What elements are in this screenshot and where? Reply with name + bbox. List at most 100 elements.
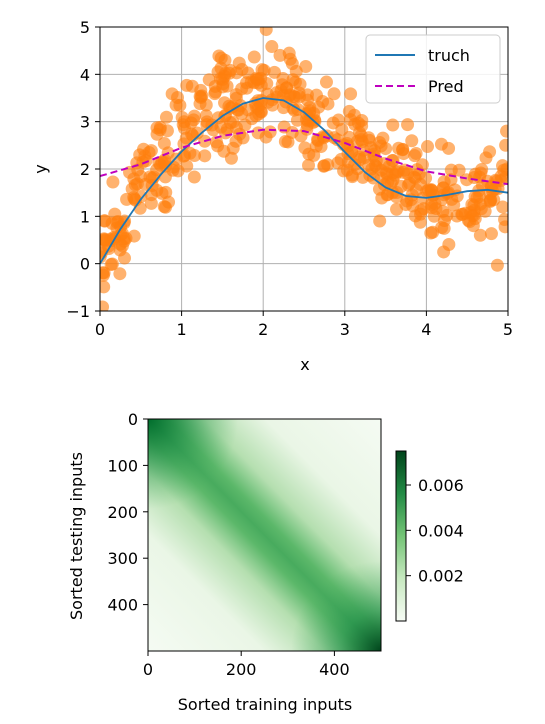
scatter-point [118,251,132,265]
scatter-point [342,104,356,118]
scatter-point [327,87,341,101]
heatmap-x-tick-label: 400 [319,660,350,679]
scatter-point [373,214,387,228]
heatmap-y-tick-label: 300 [107,549,138,568]
scatter-point [437,214,451,228]
heatmap-y-tick-label: 200 [107,503,138,522]
y-tick-label: 2 [80,160,90,179]
heatmap-x-axis-label: Sorted training inputs [178,695,352,714]
scatter-point [498,212,508,226]
scatter-point [267,65,281,79]
heatmap-y-tick-label: 400 [107,596,138,615]
scatter-point [287,90,301,104]
scatter-point [130,177,144,191]
scatter-point [104,258,118,272]
scatter-point [100,300,110,311]
scatter-point [212,49,226,63]
scatter-point [252,107,266,121]
x-tick-label: 5 [503,320,513,339]
scatter-point [287,103,301,117]
scatter-point [479,151,493,165]
x-tick-label: 1 [177,320,187,339]
scatter-point [300,88,314,102]
scatter-point [187,109,201,123]
scatter-point [419,171,433,185]
scatter-point [185,127,199,141]
heatmap-image [148,419,381,651]
scatter-point [155,155,169,169]
scatter-point [405,134,419,148]
legend-label-pred: Pred [428,77,464,96]
scatter-point [348,117,362,131]
scatter-point [302,158,316,172]
scatter-point [288,75,302,89]
scatter-point [319,75,333,89]
scatter-point [400,194,414,208]
scatter-point [251,126,265,140]
scatter-point [409,146,423,160]
scatter-point [139,154,153,168]
scatter-point [198,149,212,163]
scatter-point [303,101,317,115]
scatter-point [127,229,141,243]
scatter-point [424,197,438,211]
colorbar-ticks: 0.002 0.004 0.006 [406,476,464,586]
colorbar-tick-label: 0.002 [418,567,464,586]
scatter-point [500,124,508,138]
y-tick-label: 4 [80,65,90,84]
scatter-point [474,202,488,216]
scatter-point [219,126,233,140]
scatter-point [299,59,313,73]
scatter-chart: 0 1 2 3 4 5 −1 0 1 2 3 4 5 x y truch Pred [31,18,513,374]
scatter-point [144,144,158,158]
scatter-point [199,98,213,112]
heatmap-chart: 0 200 400 0 100 200 300 400 Sorted training inp… [67,410,464,714]
y-tick-label: −1 [66,302,90,321]
heatmap-frame [147,418,382,652]
scatter-point [150,121,164,135]
heatmap-axis-ticks: 0 200 400 0 100 200 300 400 [107,410,349,679]
scatter-point [444,163,458,177]
scatter-point [490,258,504,272]
scatter-point [434,137,448,151]
scatter-point [427,209,441,223]
y-axis-label: y [31,164,50,173]
x-tick-label: 3 [340,320,350,339]
heatmap-y-tick-label: 100 [107,456,138,475]
scatter-point [265,40,279,54]
y-tick-label: 1 [80,207,90,226]
heatmap-x-tick-label: 0 [143,660,153,679]
scatter-point [476,178,490,192]
scatter-point [144,196,158,210]
scatter-point [386,118,400,132]
scatter-point [254,78,268,92]
scatter-point [229,134,243,148]
x-tick-label: 4 [421,320,431,339]
scatter-point [317,159,331,173]
scatter-point [285,125,299,139]
scatter-point [499,138,508,152]
scatter-point [180,78,194,92]
x-tick-label: 2 [258,320,268,339]
scatter-point [468,190,482,204]
colorbar-tick-label: 0.004 [418,521,464,540]
scatter-point [447,198,461,212]
scatter-point [105,216,119,230]
heatmap-y-axis-label: Sorted testing inputs [67,452,86,620]
scatter-point [350,162,364,176]
scatter-point [396,143,410,157]
scatter-point [106,175,120,189]
scatter-point [401,118,415,132]
legend-label-truch: truch [428,46,470,65]
scatter-point [377,157,391,171]
scatter-point [408,209,422,223]
scatter-point [372,182,386,196]
scatter-point [209,135,223,149]
scatter-point [442,238,456,252]
scatter-point [490,174,504,188]
scatter-point [270,86,284,100]
scatter-point [424,226,438,240]
scatter-point [311,134,325,148]
scatter-point [259,27,273,37]
